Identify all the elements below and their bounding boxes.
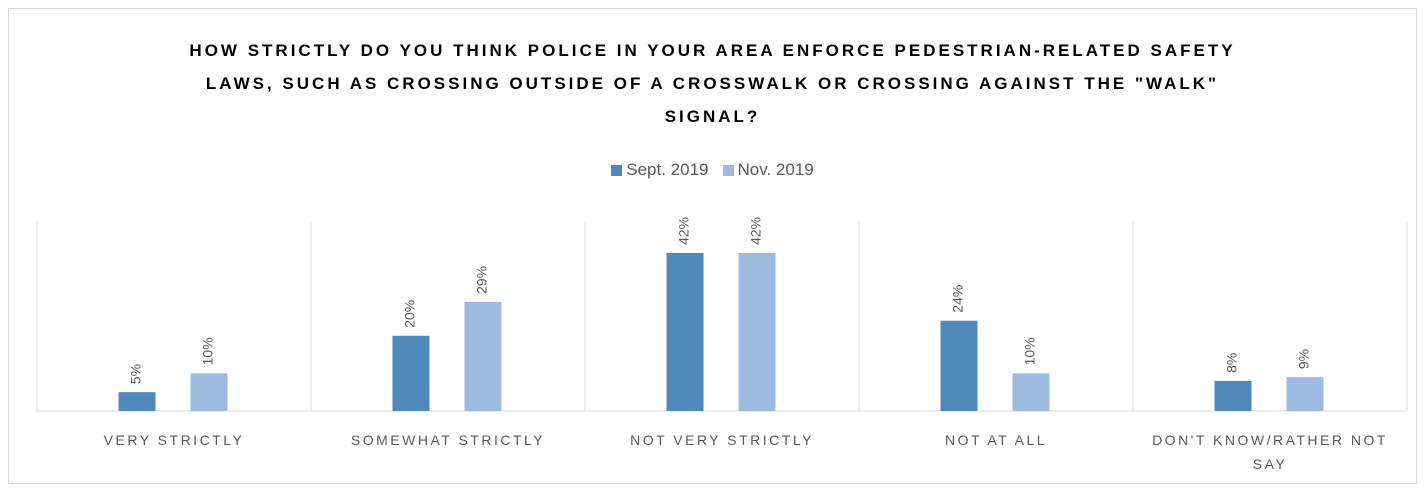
data-label: 8% bbox=[1224, 353, 1240, 373]
bar bbox=[1012, 373, 1050, 411]
legend-label: Nov. 2019 bbox=[737, 160, 814, 179]
data-label: 5% bbox=[128, 364, 144, 384]
x-tick-label: SOMEWHAT STRICTLY bbox=[350, 432, 546, 448]
data-label: 42% bbox=[748, 217, 764, 245]
legend-swatch bbox=[722, 164, 734, 176]
legend: Sept. 2019 Nov. 2019 bbox=[0, 160, 1425, 180]
data-label: 9% bbox=[1296, 349, 1312, 369]
x-tick-label: VERY STRICTLY bbox=[103, 432, 245, 448]
data-label: 29% bbox=[474, 266, 490, 294]
data-label: 42% bbox=[676, 217, 692, 245]
bar bbox=[118, 392, 156, 411]
bar bbox=[392, 335, 430, 411]
bar bbox=[1286, 377, 1324, 411]
data-label: 10% bbox=[200, 337, 216, 365]
data-label: 24% bbox=[950, 285, 966, 313]
x-tick-label: DON'T KNOW/RATHER NOT SAY bbox=[1152, 432, 1388, 472]
bar bbox=[666, 253, 704, 411]
chart-frame bbox=[8, 8, 1417, 484]
data-label: 10% bbox=[1022, 337, 1038, 365]
bar bbox=[1214, 380, 1252, 411]
legend-item: Nov. 2019 bbox=[722, 160, 814, 180]
bar bbox=[190, 373, 228, 411]
legend-swatch bbox=[611, 164, 623, 176]
x-tick-label: NOT VERY STRICTLY bbox=[630, 432, 814, 448]
bar bbox=[464, 301, 502, 411]
legend-item: Sept. 2019 bbox=[611, 160, 709, 180]
bar bbox=[738, 253, 776, 411]
x-tick-label: NOT AT ALL bbox=[944, 432, 1048, 448]
data-label: 20% bbox=[402, 300, 418, 328]
chart-title: HOW STRICTLY DO YOU THINK POLICE IN YOUR… bbox=[189, 41, 1236, 126]
legend-label: Sept. 2019 bbox=[626, 160, 709, 179]
bar bbox=[940, 320, 978, 411]
